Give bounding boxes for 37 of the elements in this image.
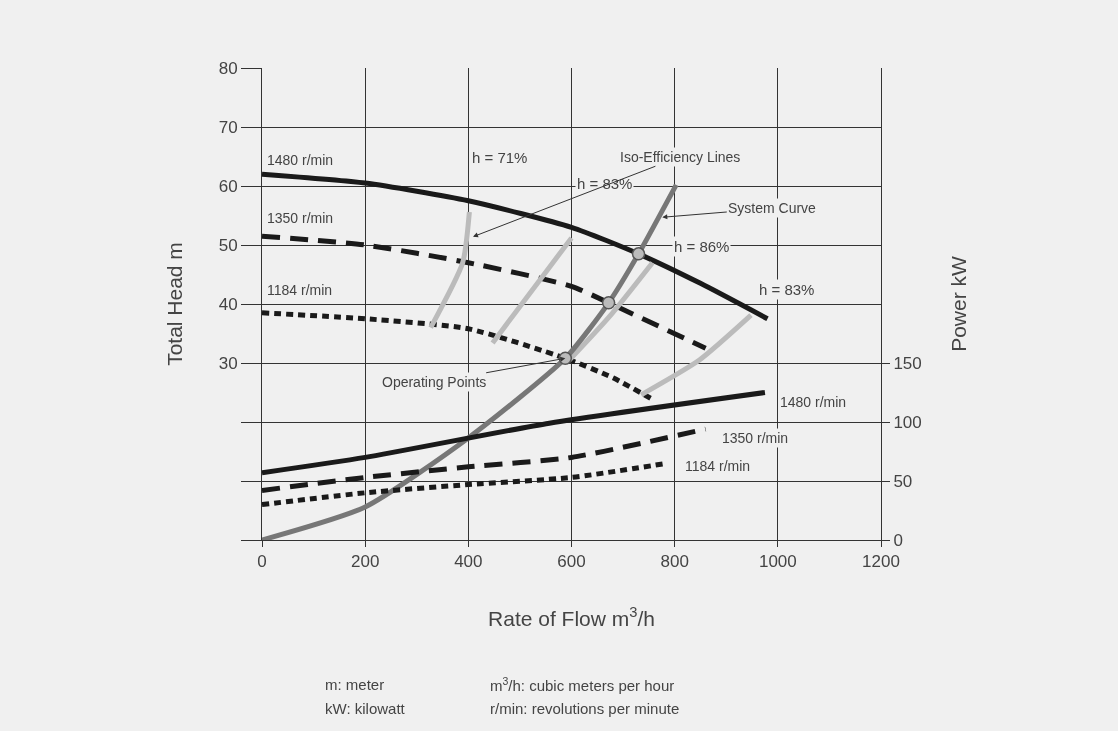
- y-tick-label: 80: [218, 58, 238, 78]
- annotation: 1350 r/min: [267, 210, 334, 226]
- annotation: h = 83%: [759, 281, 815, 298]
- y-tick-label: 60: [218, 176, 238, 196]
- text: kW: kilowatt: [325, 700, 406, 717]
- x-tick-label: 0: [257, 552, 267, 572]
- annotation: System Curve: [728, 200, 817, 216]
- text: r/min: revolutions per minute: [490, 700, 680, 717]
- y-tick-label: 70: [218, 117, 238, 137]
- text: m: meter: [325, 676, 385, 693]
- annotation: 1480 r/min: [780, 394, 847, 410]
- annotation: h = 71%: [472, 149, 528, 166]
- x-tick-label: 200: [350, 552, 380, 572]
- y2-tick-label: 50: [893, 471, 913, 491]
- annotation: 1350 r/min: [722, 430, 789, 446]
- text: m$^{3}$/h: cubic meters per hour: [490, 675, 675, 695]
- annotation: 1184 r/min: [685, 458, 751, 474]
- y-axis-title: Total Head m: [162, 242, 186, 366]
- y2-tick-label: 150: [893, 353, 922, 373]
- annotation: h = 83%: [577, 175, 633, 192]
- x-tick-label: 800: [660, 552, 689, 572]
- x-tick-label: 1200: [862, 552, 900, 572]
- annotation: Iso-Efficiency Lines: [620, 149, 741, 165]
- x-axis-title: Rate of Flow m$^{3}$/h: [488, 603, 655, 630]
- y2-tick-label: 100: [893, 412, 922, 432]
- annotation: 1480 r/min: [267, 152, 334, 168]
- y-tick-label: 40: [218, 294, 238, 314]
- annotation: 1184 r/min: [267, 282, 333, 298]
- x-tick-label: 600: [557, 552, 586, 572]
- x-tick-label: 1000: [758, 552, 797, 572]
- y2-tick-label: 0: [893, 530, 903, 550]
- annotation: h = 86%: [674, 238, 730, 255]
- annotation: Operating Points: [382, 374, 487, 390]
- y-tick-label: 50: [218, 235, 238, 255]
- y-tick-label: 30: [218, 353, 238, 373]
- y2-axis-title: Power kW: [946, 255, 970, 352]
- x-tick-label: 400: [454, 552, 483, 572]
